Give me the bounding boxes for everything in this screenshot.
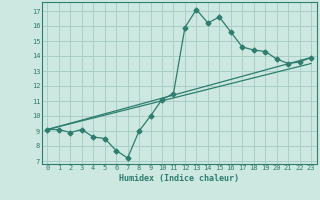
X-axis label: Humidex (Indice chaleur): Humidex (Indice chaleur): [119, 174, 239, 183]
